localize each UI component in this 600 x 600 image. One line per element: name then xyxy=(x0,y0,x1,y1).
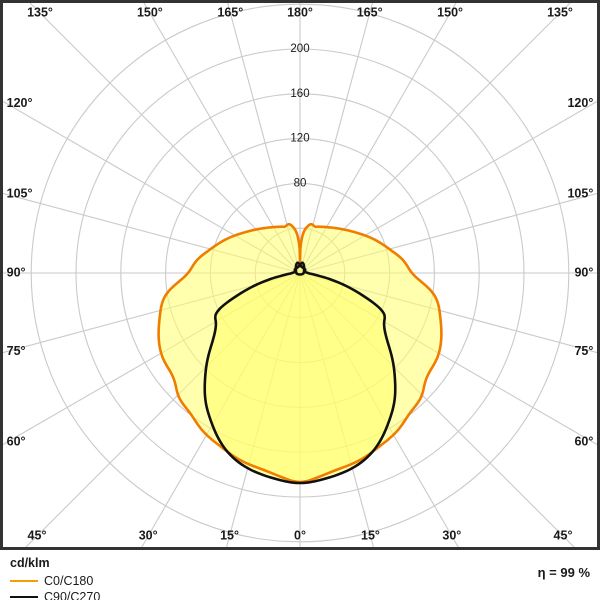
svg-text:15°: 15° xyxy=(361,528,380,542)
svg-text:90°: 90° xyxy=(7,265,26,279)
svg-text:165°: 165° xyxy=(357,5,383,19)
svg-text:120°: 120° xyxy=(7,96,33,110)
svg-text:160: 160 xyxy=(290,88,309,100)
svg-text:135°: 135° xyxy=(547,5,573,19)
svg-text:120°: 120° xyxy=(567,96,593,110)
svg-text:60°: 60° xyxy=(7,435,26,449)
svg-text:150°: 150° xyxy=(437,5,463,19)
svg-text:30°: 30° xyxy=(442,528,461,542)
svg-text:80: 80 xyxy=(294,177,307,189)
svg-text:15°: 15° xyxy=(220,528,239,542)
svg-text:150°: 150° xyxy=(137,5,163,19)
svg-text:45°: 45° xyxy=(554,528,573,542)
svg-text:90°: 90° xyxy=(574,265,593,279)
svg-text:105°: 105° xyxy=(567,187,593,201)
svg-text:45°: 45° xyxy=(28,528,47,542)
svg-text:165°: 165° xyxy=(217,5,243,19)
svg-text:75°: 75° xyxy=(7,344,26,358)
svg-text:75°: 75° xyxy=(574,344,593,358)
svg-text:0°: 0° xyxy=(294,528,306,542)
svg-text:30°: 30° xyxy=(139,528,158,542)
svg-text:105°: 105° xyxy=(7,187,33,201)
svg-text:135°: 135° xyxy=(27,5,53,19)
svg-text:200: 200 xyxy=(290,43,309,55)
svg-text:180°: 180° xyxy=(287,5,313,19)
svg-text:60°: 60° xyxy=(574,435,593,449)
svg-text:120: 120 xyxy=(290,133,309,145)
